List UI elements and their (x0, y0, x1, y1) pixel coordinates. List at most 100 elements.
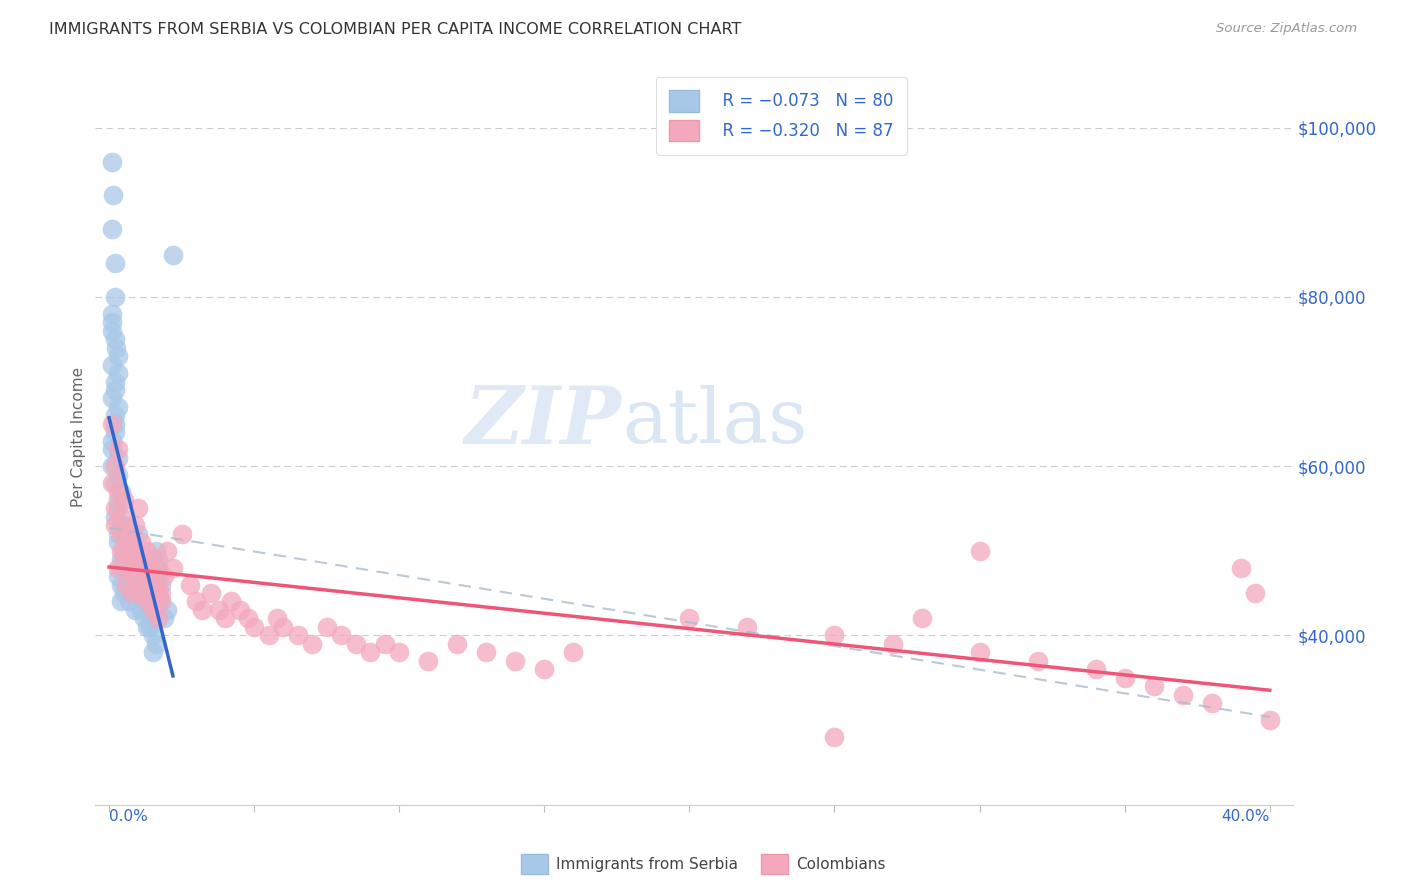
Point (266, 611, 288, 625)
Point (138, 620, 160, 634)
Point (132, 611, 155, 625)
Point (475, 645, 498, 659)
Point (737, 620, 759, 634)
Point (238, 611, 260, 625)
Point (110, 509, 132, 524)
Point (112, 543, 135, 558)
Point (191, 603, 214, 617)
Point (107, 442, 129, 457)
Point (101, 476, 124, 491)
Point (1244, 586, 1267, 600)
Legend: Immigrants from Serbia, Colombians: Immigrants from Serbia, Colombians (515, 848, 891, 880)
Point (1229, 560, 1251, 574)
Point (104, 509, 127, 524)
Point (824, 730, 846, 744)
Point (135, 594, 157, 608)
Point (678, 611, 700, 625)
Point (107, 526, 129, 541)
Point (118, 594, 141, 608)
Legend:   R = −0.073   N = 80,   R = −0.320   N = 87: R = −0.073 N = 80, R = −0.320 N = 87 (655, 77, 907, 154)
Point (824, 628, 846, 642)
Point (115, 526, 138, 541)
Point (110, 577, 132, 591)
Point (110, 518, 132, 533)
Text: ZIP: ZIP (465, 383, 621, 460)
Point (142, 552, 165, 566)
Point (107, 501, 129, 516)
Point (127, 552, 149, 566)
Point (142, 603, 165, 617)
Point (104, 256, 127, 270)
Point (107, 349, 129, 363)
Point (121, 586, 143, 600)
Point (148, 611, 170, 625)
Text: 40.0%: 40.0% (1222, 809, 1270, 824)
Point (1026, 654, 1049, 668)
Point (138, 577, 160, 591)
Point (214, 611, 236, 625)
Text: Source: ZipAtlas.com: Source: ZipAtlas.com (1216, 22, 1357, 36)
Point (118, 543, 141, 558)
Point (121, 586, 143, 600)
Point (505, 654, 527, 668)
Point (138, 569, 160, 583)
Point (145, 586, 167, 600)
Point (1201, 696, 1223, 710)
Point (135, 577, 157, 591)
Point (107, 493, 129, 508)
Point (162, 247, 184, 261)
Point (142, 611, 165, 625)
Point (1143, 679, 1166, 693)
Point (135, 543, 157, 558)
Point (148, 552, 170, 566)
Point (124, 603, 146, 617)
Point (135, 620, 157, 634)
Point (150, 594, 173, 608)
Point (228, 603, 250, 617)
Point (418, 654, 440, 668)
Point (359, 645, 381, 659)
Point (132, 560, 155, 574)
Point (129, 535, 152, 549)
Text: IMMIGRANTS FROM SERBIA VS COLOMBIAN PER CAPITA INCOME CORRELATION CHART: IMMIGRANTS FROM SERBIA VS COLOMBIAN PER … (49, 22, 741, 37)
Point (104, 425, 127, 440)
Point (142, 645, 165, 659)
Point (1114, 671, 1136, 685)
Point (107, 560, 129, 574)
Point (882, 637, 904, 651)
Y-axis label: Per Capita Income: Per Capita Income (72, 367, 86, 507)
Point (184, 594, 207, 608)
Point (112, 552, 135, 566)
Point (200, 586, 222, 600)
Point (533, 662, 555, 676)
Point (150, 577, 173, 591)
Point (112, 586, 135, 600)
Point (129, 586, 152, 600)
Point (1258, 713, 1281, 727)
Point (219, 594, 242, 608)
Point (179, 577, 201, 591)
Point (127, 501, 149, 516)
Point (208, 603, 231, 617)
Point (142, 628, 165, 642)
Point (104, 332, 127, 346)
Point (148, 560, 170, 574)
Point (127, 577, 149, 591)
Point (110, 552, 132, 566)
Point (156, 543, 179, 558)
Point (101, 392, 124, 406)
Point (148, 569, 170, 583)
Point (145, 543, 167, 558)
Point (170, 526, 193, 541)
Point (145, 560, 167, 574)
Point (101, 154, 124, 169)
Point (107, 484, 129, 499)
Point (107, 366, 129, 380)
Point (315, 620, 337, 634)
Point (112, 543, 135, 558)
Point (138, 586, 160, 600)
Point (1084, 662, 1107, 676)
Point (115, 577, 138, 591)
Point (129, 603, 152, 617)
Point (132, 569, 155, 583)
